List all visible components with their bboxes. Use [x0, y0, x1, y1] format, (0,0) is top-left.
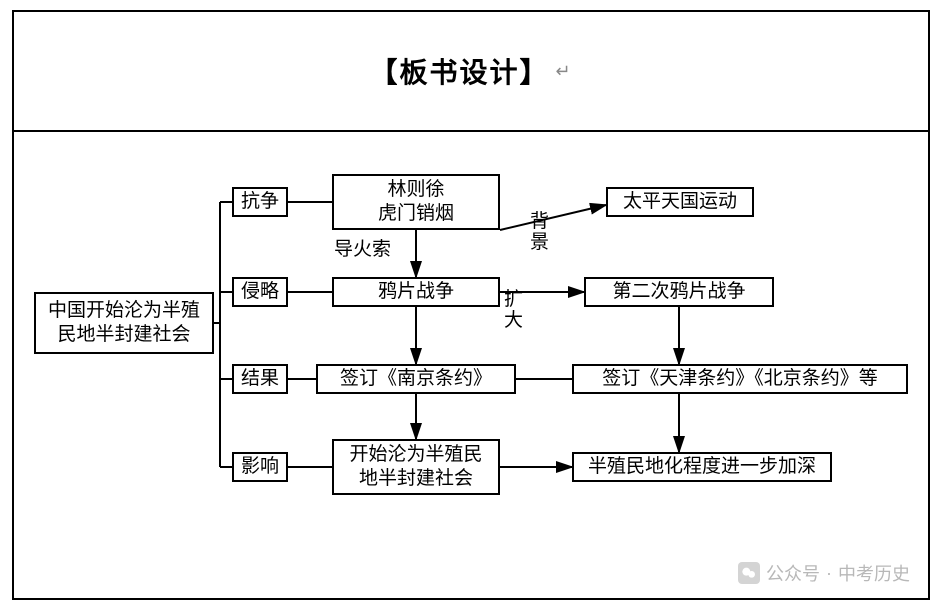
node-banzhi: 开始沦为半殖民 地半封建社会: [332, 439, 500, 495]
edge-label-kuoda: 扩 大: [504, 290, 523, 332]
watermark: 公众号 · 中考历史: [738, 560, 910, 586]
watermark-prefix: 公众号: [766, 560, 820, 586]
flowchart-diagram: 中国开始沦为半殖 民地半封建社会 抗争侵略结果影响 林则徐 虎门销烟鸦片战争签订《南…: [14, 132, 928, 600]
node-taiping: 太平天国运动: [606, 187, 754, 217]
edge-label-daohuosuo: 导火索: [334, 240, 391, 261]
node-shenhua: 半殖民地化程度进一步加深: [572, 452, 832, 482]
node-cat4: 影响: [232, 452, 288, 482]
node-lin: 林则徐 虎门销烟: [332, 174, 500, 230]
node-cat2: 侵略: [232, 277, 288, 307]
return-mark: ↵: [555, 61, 572, 82]
node-cat3: 结果: [232, 364, 288, 394]
watermark-name: 中考历史: [838, 560, 910, 586]
node-nanjing: 签订《南京条约》: [316, 364, 516, 394]
node-yapian: 鸦片战争: [332, 277, 500, 307]
header-bar: 【板书设计】 ↵: [14, 12, 928, 132]
edge-label-beijing: 背 景: [530, 212, 549, 254]
wechat-icon: [738, 562, 760, 584]
watermark-dot: ·: [826, 563, 832, 584]
page-title: 【板书设计】: [369, 51, 549, 91]
node-tianjin: 签订《天津条约》《北京条约》等: [572, 364, 908, 394]
node-root: 中国开始沦为半殖 民地半封建社会: [34, 292, 214, 354]
node-cat1: 抗争: [232, 187, 288, 217]
node-second: 第二次鸦片战争: [584, 277, 774, 307]
outer-frame: 【板书设计】 ↵ 中国开始沦为半殖 民地半封建社会 抗争侵略结果影响 林则徐 虎门销…: [12, 10, 930, 600]
